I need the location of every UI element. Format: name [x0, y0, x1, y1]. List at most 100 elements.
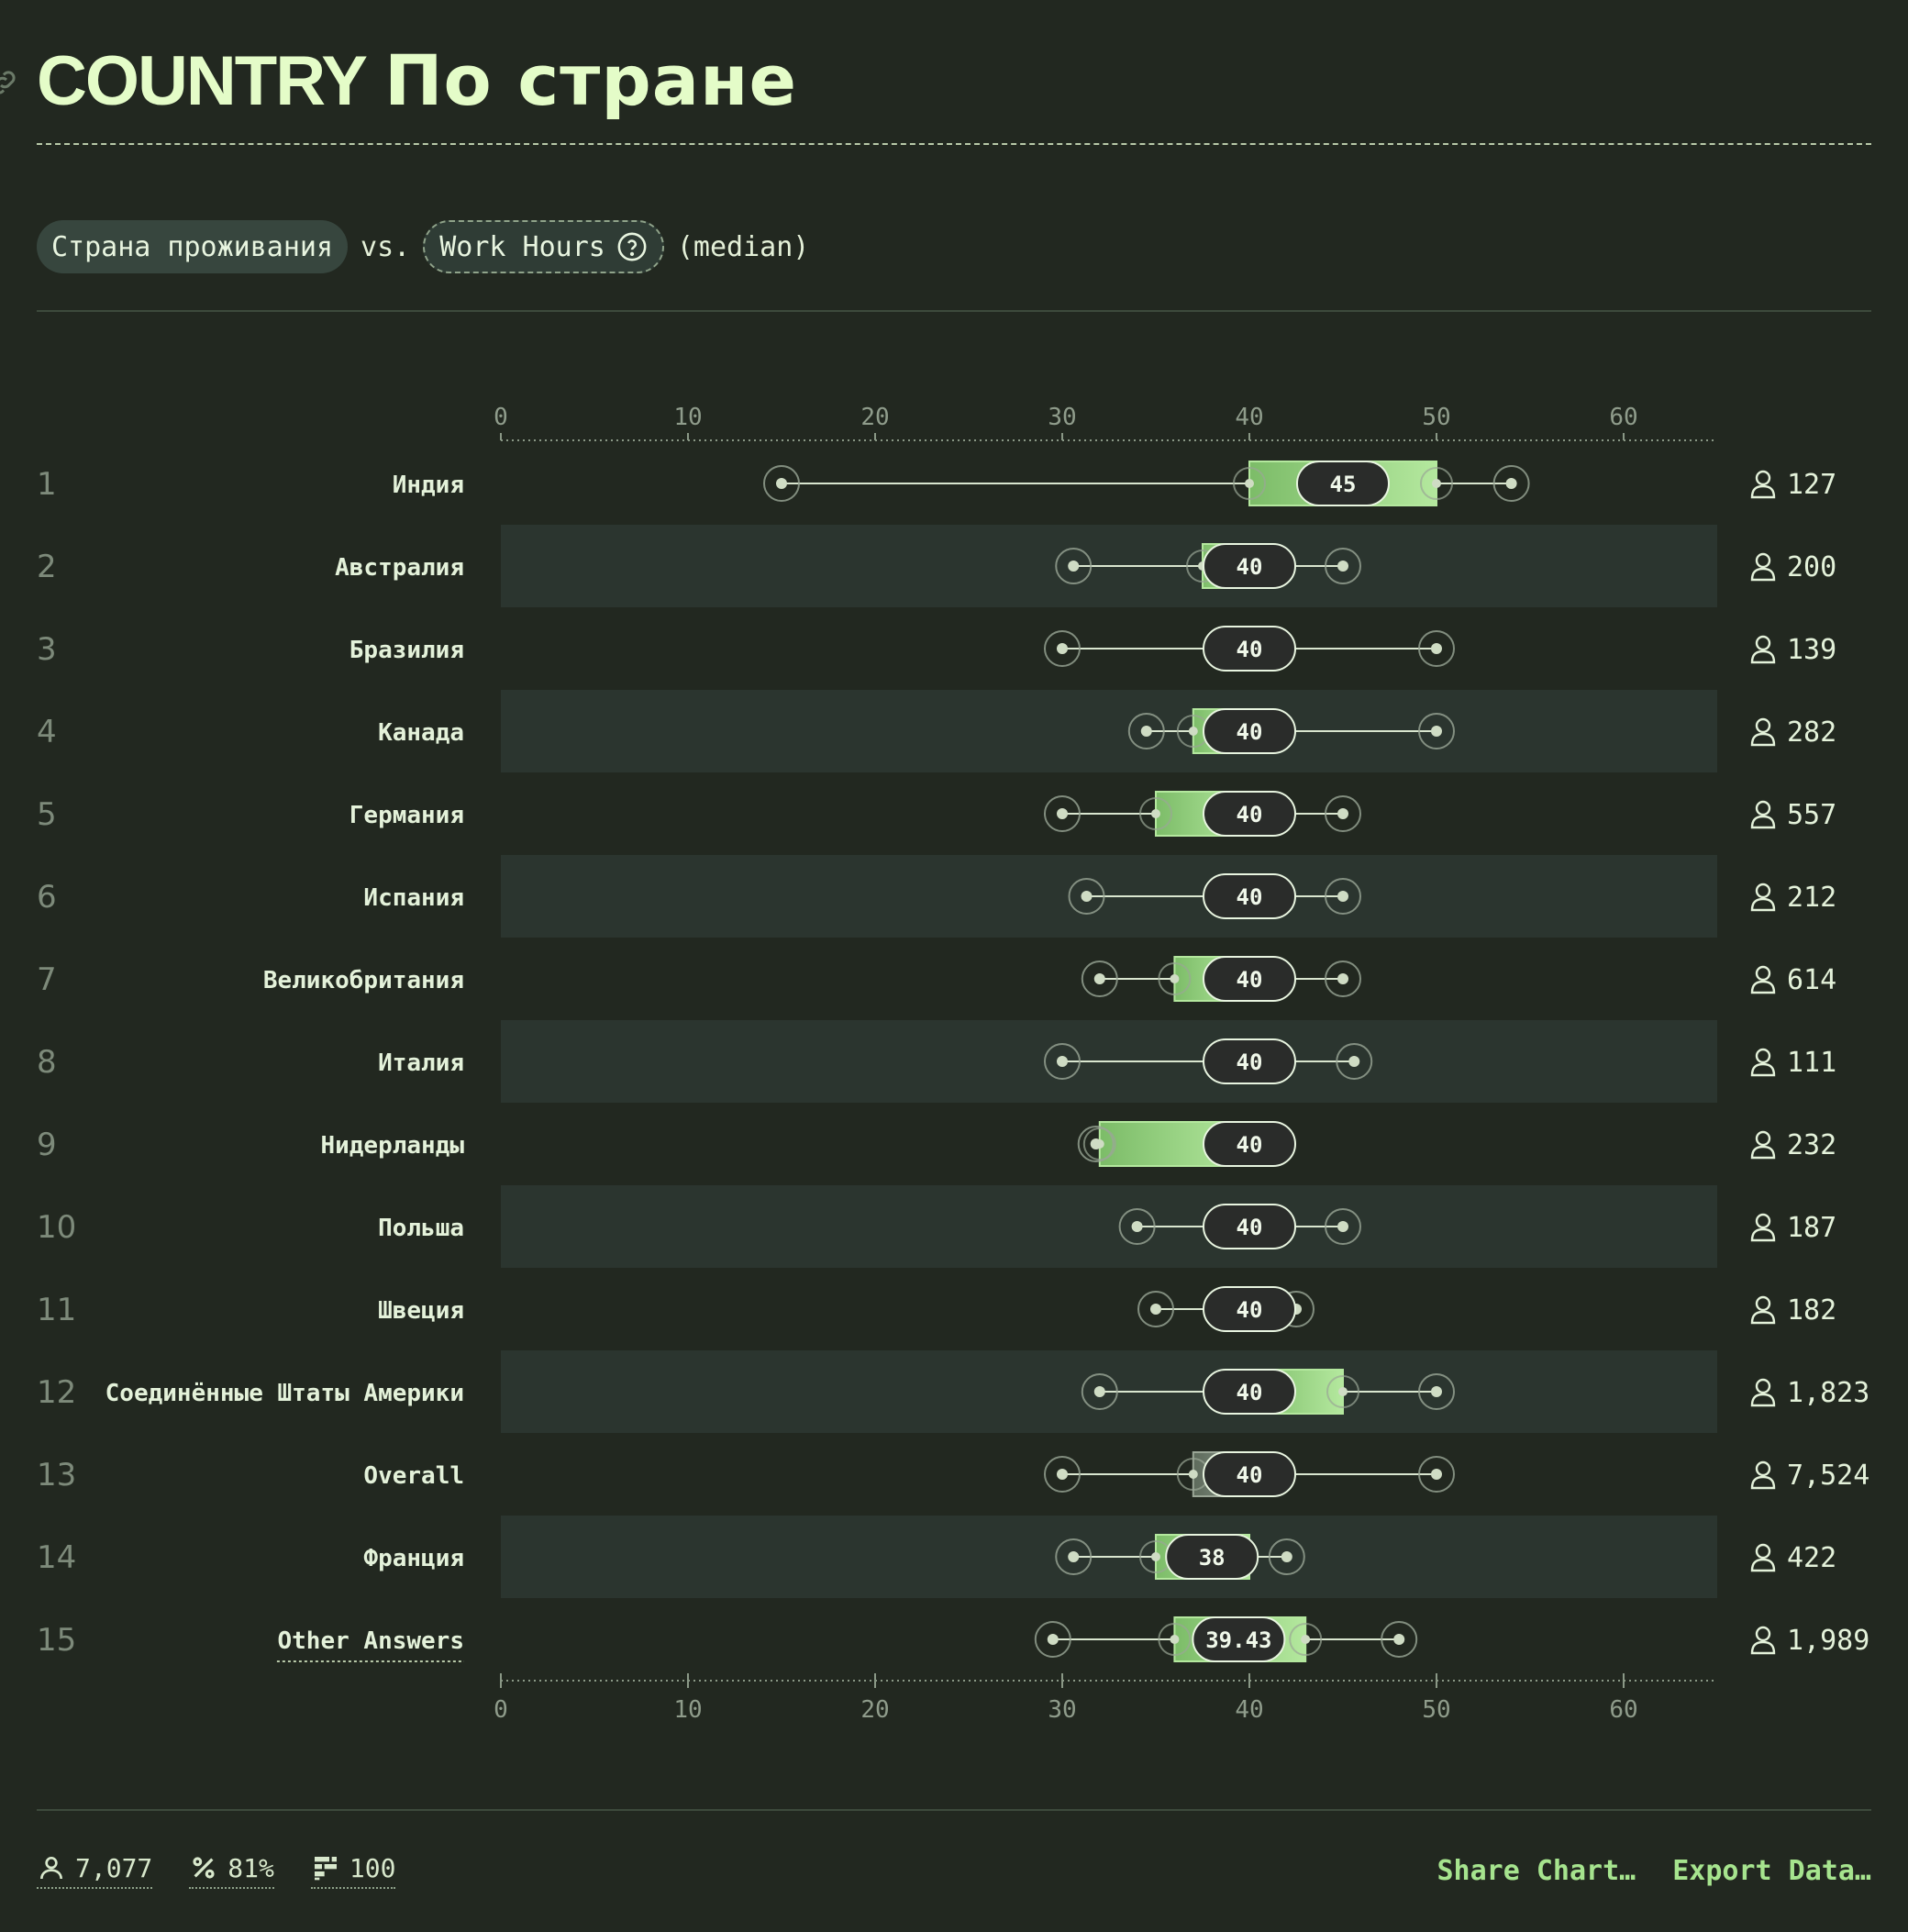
row-stripe — [501, 690, 1717, 772]
user-icon — [40, 1857, 62, 1880]
user-icon — [1750, 717, 1776, 747]
min-marker-ring — [1077, 1126, 1115, 1162]
max-marker-ring — [1418, 630, 1455, 667]
user-icon-head — [1755, 883, 1771, 899]
page-title: COUNTRY По стране — [37, 35, 797, 128]
inner-marker — [1188, 1470, 1198, 1479]
user-icon-head — [1755, 1295, 1771, 1312]
respondents-stat[interactable]: 7,077 — [37, 1853, 153, 1889]
row-count: 139 — [1787, 634, 1836, 666]
row-label: Великобритания — [263, 967, 464, 994]
inner-marker — [1432, 479, 1441, 488]
user-icon — [1750, 1213, 1776, 1242]
percent-value: 81% — [227, 1852, 274, 1883]
inner-marker-ring — [1233, 467, 1266, 500]
table-row: 5 Германия 40 557 — [37, 791, 1836, 837]
max-marker-ring — [1418, 1373, 1455, 1410]
x-axis-bottom: 0 10 20 30 40 50 60 — [494, 1673, 1717, 1724]
row-label: Overall — [363, 1462, 464, 1490]
median-label: 40 — [1237, 1297, 1263, 1323]
median-label: 38 — [1199, 1545, 1226, 1571]
row-rank: 13 — [37, 1457, 76, 1493]
user-icon-body — [1750, 1310, 1776, 1325]
row-label: Австралия — [335, 554, 464, 582]
inner-marker-ring — [1289, 1623, 1323, 1656]
median-pill — [1203, 1369, 1296, 1415]
user-icon-head — [1755, 1130, 1771, 1147]
max-marker — [1281, 1551, 1292, 1562]
row-rank: 15 — [37, 1622, 76, 1659]
median-label: 40 — [1237, 967, 1263, 993]
questions-stat[interactable]: 100 — [310, 1852, 396, 1889]
median-pill — [1203, 791, 1296, 837]
min-marker-ring — [1055, 548, 1093, 584]
dimension-pill[interactable]: Страна проживания — [37, 220, 349, 273]
max-marker-ring — [1268, 1538, 1305, 1575]
min-marker-ring — [1127, 713, 1165, 749]
min-marker-ring — [1034, 1621, 1071, 1658]
max-marker — [1337, 891, 1348, 902]
min-marker — [1057, 1469, 1068, 1480]
row-rank: 9 — [37, 1127, 57, 1163]
min-marker — [1093, 973, 1105, 984]
row-count: 187 — [1787, 1212, 1836, 1244]
table-row: 14 Франция 38 422 — [37, 1534, 1836, 1580]
tick-label: 60 — [1609, 404, 1637, 431]
questions-value: 100 — [349, 1852, 396, 1883]
user-icon-body — [1750, 1145, 1776, 1160]
user-icon-body — [1750, 1475, 1776, 1490]
max-marker — [1337, 1221, 1348, 1232]
inner-marker-ring — [1158, 1623, 1192, 1656]
export-data-button[interactable]: Export Data… — [1672, 1854, 1871, 1887]
row-label: Франция — [363, 1545, 464, 1572]
median-pill — [1203, 1204, 1296, 1249]
user-icon-head — [1755, 717, 1771, 734]
tick-label: 20 — [860, 1696, 889, 1724]
share-chart-button[interactable]: Share Chart… — [1437, 1854, 1636, 1887]
percent-stat[interactable]: 81% — [189, 1853, 274, 1889]
row-rank: 6 — [37, 879, 57, 916]
tick-label: 10 — [673, 404, 702, 431]
min-marker — [1131, 1221, 1143, 1232]
median-label: 40 — [1237, 637, 1263, 662]
inner-marker-ring — [1082, 1127, 1116, 1160]
table-row: 7 Великобритания 40 614 — [37, 956, 1836, 1002]
median-pill — [1203, 1286, 1296, 1332]
row-label: Швеция — [378, 1297, 464, 1325]
min-marker — [1068, 1551, 1080, 1562]
row-count: 1,823 — [1787, 1377, 1869, 1409]
row-count: 557 — [1787, 799, 1836, 831]
table-row: 2 Австралия 40 200 — [37, 543, 1836, 589]
min-marker-ring — [1081, 960, 1118, 997]
user-icon — [1750, 800, 1776, 829]
median-label: 40 — [1237, 1215, 1263, 1240]
inner-marker-ring — [1158, 962, 1192, 995]
user-icon — [1750, 1295, 1776, 1325]
row-rank: 4 — [37, 714, 57, 750]
row-label: Германия — [349, 802, 464, 829]
median-label: 40 — [1237, 1380, 1263, 1405]
tick-label: 50 — [1422, 404, 1450, 431]
user-icon-head — [1755, 1213, 1771, 1229]
max-marker — [1431, 643, 1442, 654]
aggregation-label: (median) — [676, 230, 810, 263]
user-icon-head — [1755, 1378, 1771, 1394]
inner-marker — [1151, 1552, 1160, 1561]
user-icon-head — [1755, 1460, 1771, 1477]
row-count: 212 — [1787, 882, 1836, 914]
metric-pill[interactable]: Work Hours — [423, 220, 664, 273]
max-marker — [1431, 1469, 1442, 1480]
question-icon[interactable] — [616, 231, 648, 262]
inner-marker — [1094, 1139, 1104, 1149]
min-marker — [1057, 643, 1068, 654]
user-icon-head — [1755, 635, 1771, 651]
user-icon-body — [1750, 650, 1776, 664]
max-marker-ring — [1381, 1621, 1418, 1658]
footer-divider — [37, 1809, 1871, 1811]
tick-label: 30 — [1048, 1696, 1076, 1724]
inner-marker — [1151, 809, 1160, 818]
row-label: Индия — [393, 472, 464, 499]
user-icon-body — [1750, 897, 1776, 912]
link-icon[interactable] — [0, 66, 20, 99]
table-row: 9 Нидерланды 40 232 — [37, 1121, 1836, 1167]
